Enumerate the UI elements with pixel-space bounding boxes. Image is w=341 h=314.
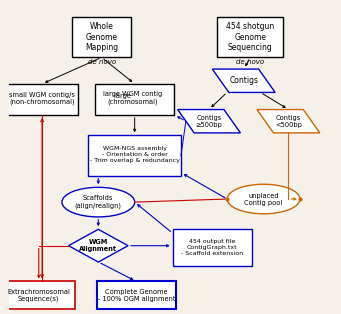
FancyBboxPatch shape xyxy=(95,84,174,115)
Text: Contigs
≥500bp: Contigs ≥500bp xyxy=(196,115,222,128)
Text: small WGM contig/s
(non-chromosomal): small WGM contig/s (non-chromosomal) xyxy=(9,92,75,105)
FancyBboxPatch shape xyxy=(2,281,75,310)
Polygon shape xyxy=(178,110,240,133)
Text: Contigs: Contigs xyxy=(229,76,258,85)
Text: de novo: de novo xyxy=(88,59,116,65)
FancyBboxPatch shape xyxy=(6,84,78,115)
FancyBboxPatch shape xyxy=(173,229,252,266)
Text: 454 output file
ContigGraph.txt
- Scaffold extension: 454 output file ContigGraph.txt - Scaffo… xyxy=(181,239,243,256)
Text: 454 shotgun
Genome
Sequencing: 454 shotgun Genome Sequencing xyxy=(226,22,275,52)
Text: Contigs
<500bp: Contigs <500bp xyxy=(275,115,302,128)
Polygon shape xyxy=(69,229,128,262)
Text: WGM-NGS assembly
- Orientation & order
- Trim overlap & redundancy: WGM-NGS assembly - Orientation & order -… xyxy=(90,146,180,163)
Text: de novo: de novo xyxy=(236,59,264,65)
Text: Whole
Genome
Mapping: Whole Genome Mapping xyxy=(85,22,118,52)
Ellipse shape xyxy=(227,184,300,214)
Text: unplaced
Contig pool: unplaced Contig pool xyxy=(244,192,283,206)
Text: WGM
Alignment: WGM Alignment xyxy=(79,239,117,252)
Text: Extrachromosomal
Sequence(s): Extrachromosomal Sequence(s) xyxy=(8,289,70,302)
FancyBboxPatch shape xyxy=(88,135,181,176)
Ellipse shape xyxy=(62,187,135,217)
Polygon shape xyxy=(212,69,275,92)
Text: Complete Genome
- 100% OGM alignment: Complete Genome - 100% OGM alignment xyxy=(98,289,175,302)
FancyBboxPatch shape xyxy=(72,17,131,57)
Polygon shape xyxy=(257,110,320,133)
Text: large: large xyxy=(114,93,133,99)
FancyBboxPatch shape xyxy=(217,17,283,57)
Text: large ​WGM​ contig
(chromosomal): large ​WGM​ contig (chromosomal) xyxy=(103,91,163,105)
FancyBboxPatch shape xyxy=(97,281,176,310)
Text: Scaffolds
(align/realign): Scaffolds (align/realign) xyxy=(75,195,122,209)
